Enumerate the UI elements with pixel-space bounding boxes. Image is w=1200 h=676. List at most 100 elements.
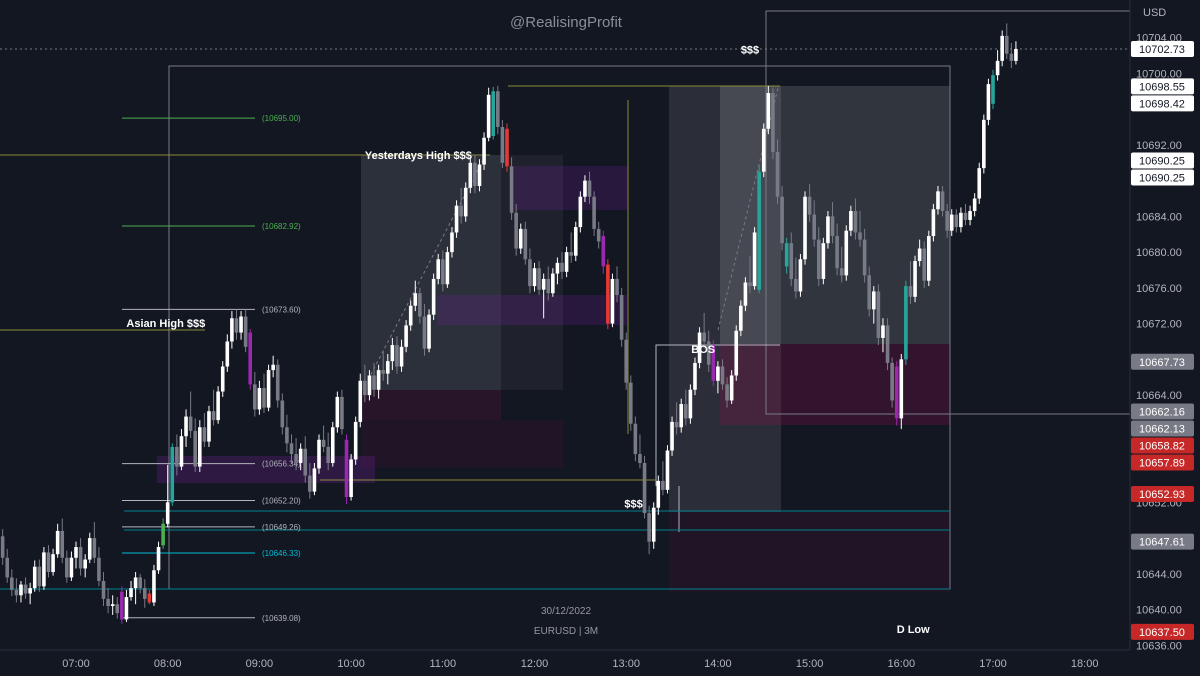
price-tag: 10657.89 [1131, 454, 1194, 471]
candle [46, 545, 51, 578]
candle [826, 211, 830, 249]
candle-body [46, 552, 51, 573]
candle-body [752, 232, 757, 287]
candle [688, 384, 693, 424]
fib-level-label: (10646.33) [262, 549, 301, 558]
candle-body [5, 557, 10, 578]
price-tag-value: 10652.93 [1139, 489, 1185, 501]
candle [271, 355, 275, 378]
candle [1009, 43, 1014, 69]
candle-body [546, 278, 551, 294]
candle [592, 191, 596, 237]
candle-body [326, 446, 330, 464]
candle [60, 518, 65, 564]
candle-body [835, 236, 839, 269]
candle-body [922, 248, 927, 281]
price-tag-bg [1131, 78, 1194, 95]
candle [963, 203, 968, 226]
candle [940, 185, 945, 217]
candle-body [913, 261, 917, 297]
candle [642, 455, 647, 519]
candle-body [564, 252, 569, 272]
candle-body [963, 212, 968, 220]
candle-body [42, 552, 46, 587]
candle-body [917, 248, 922, 262]
candle-body [908, 286, 913, 297]
candle-body [853, 211, 858, 233]
candle-body [152, 570, 156, 603]
candle-body [1000, 35, 1004, 61]
candle-body [450, 232, 454, 253]
price-tag-value: 10657.89 [1139, 458, 1185, 470]
candle [161, 518, 165, 549]
candle-body [32, 566, 37, 589]
candle-body [23, 584, 28, 594]
time-tick-label: 07:00 [62, 658, 90, 670]
candle [262, 373, 266, 413]
candle-body [670, 421, 674, 451]
fvg-box-lower [157, 456, 375, 483]
candle [404, 320, 408, 353]
candle-body [390, 345, 395, 362]
candle [523, 221, 528, 265]
discount-zone-extension [361, 420, 563, 468]
fib-level-label: (10639.08) [262, 614, 301, 623]
candle-body [294, 454, 298, 464]
candle [1000, 30, 1004, 67]
candle-body [780, 196, 784, 244]
candle-body [463, 187, 468, 217]
fvg-box-upper [514, 166, 628, 210]
candle-body [697, 332, 702, 363]
candle [83, 554, 87, 578]
candle [739, 300, 743, 337]
candle-body [702, 332, 706, 342]
candle-body [518, 228, 523, 249]
candle-body [83, 559, 87, 569]
candle [463, 182, 468, 222]
candle [14, 578, 19, 603]
candle [661, 461, 665, 496]
price-tick-label: 10692.00 [1136, 140, 1182, 152]
price-tag-bg [1131, 152, 1194, 169]
candle-body [684, 404, 688, 419]
candle [949, 209, 954, 237]
candle-body [188, 416, 193, 431]
range-box-upper [720, 86, 950, 344]
price-tag-value: 10637.50 [1139, 627, 1185, 639]
time-scale[interactable] [0, 650, 1200, 676]
candle-body [986, 84, 991, 120]
candle-body [982, 119, 986, 169]
price-tag-bg [1131, 95, 1194, 112]
price-tick-label: 10664.00 [1136, 390, 1182, 402]
candle [459, 187, 463, 224]
candle-body [381, 370, 385, 374]
candle [353, 416, 358, 465]
order-block-box [720, 344, 950, 425]
candle-body [101, 580, 106, 599]
candle-body [454, 205, 459, 233]
premium-zone-box [361, 155, 501, 390]
candle-body [468, 162, 473, 188]
time-tick-label: 16:00 [888, 658, 916, 670]
candle [51, 548, 55, 576]
price-tag: 10662.16 [1131, 403, 1194, 420]
candle [372, 362, 376, 397]
fvg-box-middle [437, 295, 627, 325]
candle-body [303, 448, 308, 476]
candle-body [569, 252, 573, 256]
candle [505, 123, 509, 172]
candle [37, 559, 42, 592]
candle [674, 402, 679, 435]
candle [706, 330, 711, 372]
candle-body [363, 380, 367, 396]
candle-body [968, 211, 972, 220]
candle-body [262, 387, 266, 408]
candle-body [555, 262, 560, 274]
candle [344, 434, 349, 505]
candle-body [573, 227, 578, 256]
footer-symbol: EURUSD | 3M [534, 626, 598, 637]
candle-body [358, 380, 363, 422]
candle [771, 87, 775, 160]
